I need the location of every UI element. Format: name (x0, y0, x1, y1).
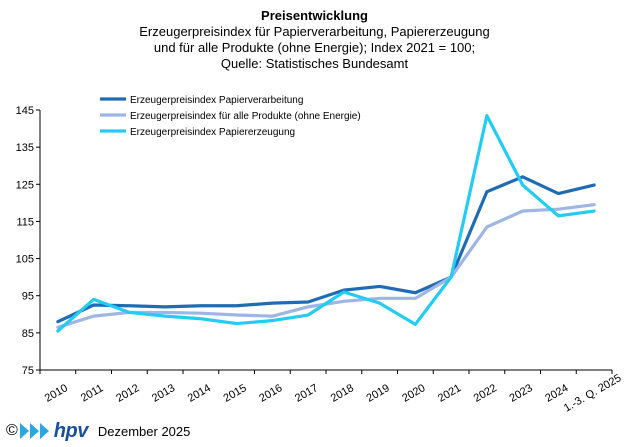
x-tick-label: 2017 (293, 382, 320, 405)
x-tick-label: 2011 (79, 382, 105, 404)
legend-label-1: Erzeugerpreisindex Papierverarbeitung (130, 95, 303, 106)
chart-subtitle-line-3: Quelle: Statistisches Bundesamt (220, 56, 409, 71)
x-tick-label: 2014 (186, 382, 213, 405)
copyright-symbol: © (6, 422, 18, 439)
x-tick-label: 2010 (43, 382, 70, 405)
x-tick-label: 2023 (508, 382, 535, 405)
footer: © hpv Dezember 2025 (6, 420, 190, 442)
footer-date: Dezember 2025 (97, 423, 191, 439)
y-tick-label: 95 (22, 291, 34, 303)
x-tick-label: 2019 (365, 382, 392, 405)
x-tick-label: 2018 (329, 382, 356, 405)
legend-label-3: Erzeugerpreisindex Papiererzeugung (130, 127, 295, 138)
chart-title-block: Preisentwicklung Erzeugerpreisindex für … (0, 8, 629, 72)
y-tick-label: 135 (16, 142, 34, 154)
series-line-1 (56, 175, 596, 324)
x-tick-label: 2021 (436, 382, 463, 405)
x-tick-label: 2020 (400, 382, 427, 405)
series-line-3 (56, 113, 596, 333)
x-tick-label: 1.-3. Q. 2025 (562, 372, 624, 415)
line-chart: 75 85 95 105 115 125 135 145 2010 2011 2012 2013 201… (16, 95, 624, 415)
legend-label-2: Erzeugerpreisindex für alle Produkte (oh… (130, 111, 361, 122)
series-line-2 (56, 203, 596, 329)
y-tick-label: 145 (16, 105, 34, 117)
y-tick-label: 85 (22, 328, 34, 340)
chart-title: Preisentwicklung (261, 8, 368, 23)
x-tick-label: 2022 (472, 382, 499, 405)
x-tick-label: 2016 (257, 382, 284, 405)
chart-subtitle-line-1: Erzeugerpreisindex für Papierverarbeitun… (139, 24, 490, 39)
hpv-logo-chevrons-icon (19, 423, 50, 439)
y-tick-label: 125 (16, 179, 34, 191)
x-tick-label: 2012 (114, 382, 141, 405)
hpv-logo-text: hpv (53, 419, 89, 442)
y-tick-label: 105 (16, 254, 34, 266)
y-tick-label: 115 (16, 216, 34, 228)
x-tick-label: 2015 (222, 382, 249, 405)
chart-subtitle-line-2: und für alle Produkte (ohne Energie); In… (153, 40, 476, 55)
y-tick-label: 75 (22, 365, 34, 377)
x-tick-label: 2013 (150, 382, 177, 405)
